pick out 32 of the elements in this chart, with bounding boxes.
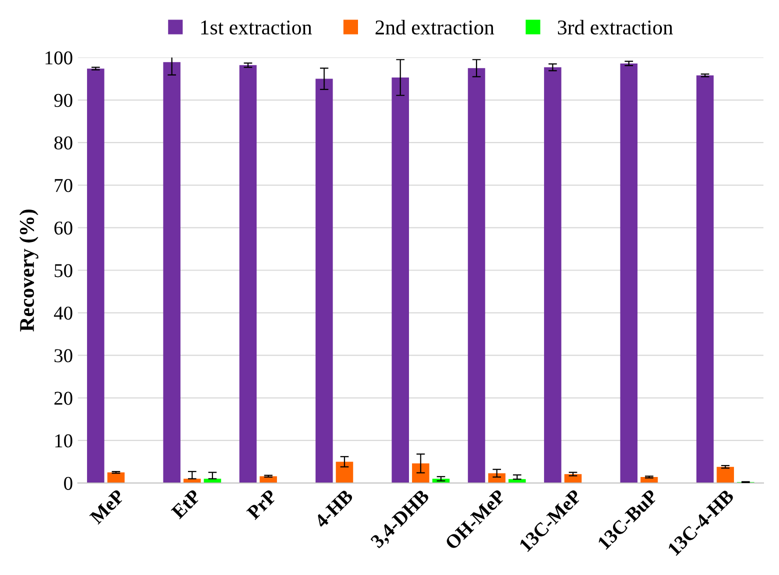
bar — [412, 463, 430, 483]
y-tick-label: 60 — [54, 222, 72, 235]
bar — [239, 65, 257, 483]
bar — [163, 62, 180, 483]
bar — [260, 476, 277, 483]
y-axis-title: Recovery (%) — [19, 210, 38, 332]
legend-label: 1st extraction — [201, 20, 312, 35]
bar — [392, 78, 409, 483]
bar — [336, 462, 354, 483]
bar — [87, 68, 104, 483]
y-tick-label: 50 — [54, 264, 72, 278]
bar — [620, 63, 638, 483]
y-tick-label: 80 — [54, 136, 72, 150]
y-tick-label: 20 — [54, 392, 72, 405]
x-tick-label: EtP — [170, 488, 202, 520]
legend-label: 3rd extraction — [558, 20, 673, 35]
y-tick-label: 90 — [54, 94, 72, 107]
y-tick-label: 40 — [54, 306, 72, 320]
bar — [696, 75, 714, 483]
y-tick-label: 100 — [46, 51, 72, 64]
bar — [316, 78, 333, 483]
bar — [107, 472, 125, 483]
bar — [468, 68, 486, 483]
x-tick-label: PrP — [246, 488, 278, 520]
y-tick-label: 0 — [64, 476, 72, 490]
bar — [544, 67, 562, 483]
y-tick-label: 70 — [54, 178, 72, 192]
y-tick-label: 10 — [55, 434, 72, 448]
bar — [716, 466, 734, 483]
bar — [488, 473, 506, 483]
legend-label: 2nd extraction — [376, 20, 494, 35]
y-tick-label: 30 — [54, 349, 72, 362]
